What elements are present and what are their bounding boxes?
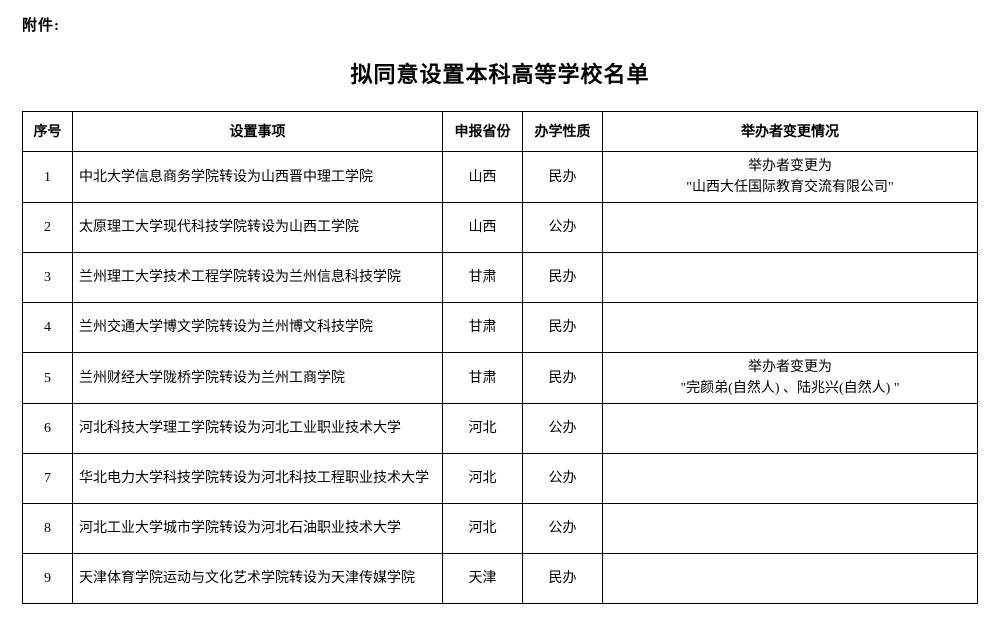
cell-province: 甘肃 (443, 303, 523, 353)
cell-seq: 2 (23, 203, 73, 253)
cell-item: 华北电力大学科技学院转设为河北科技工程职业技术大学 (73, 454, 443, 504)
header-seq: 序号 (23, 112, 73, 152)
attachment-label: 附件: (22, 14, 978, 35)
cell-province: 甘肃 (443, 353, 523, 404)
table-row: 7华北电力大学科技学院转设为河北科技工程职业技术大学河北公办 (23, 454, 978, 504)
cell-item: 太原理工大学现代科技学院转设为山西工学院 (73, 203, 443, 253)
table-row: 2太原理工大学现代科技学院转设为山西工学院山西公办 (23, 203, 978, 253)
cell-change (603, 504, 978, 554)
cell-change (603, 253, 978, 303)
cell-nature: 民办 (523, 353, 603, 404)
cell-item: 兰州财经大学陇桥学院转设为兰州工商学院 (73, 353, 443, 404)
header-province: 申报省份 (443, 112, 523, 152)
header-item: 设置事项 (73, 112, 443, 152)
cell-province: 河北 (443, 454, 523, 504)
cell-seq: 9 (23, 554, 73, 604)
cell-seq: 4 (23, 303, 73, 353)
cell-change: 举办者变更为"山西大任国际教育交流有限公司" (603, 152, 978, 203)
document-page: 附件: 拟同意设置本科高等学校名单 序号 设置事项 申报省份 办学性质 举办者变… (0, 0, 1000, 624)
table-row: 8河北工业大学城市学院转设为河北石油职业技术大学河北公办 (23, 504, 978, 554)
cell-item: 河北科技大学理工学院转设为河北工业职业技术大学 (73, 404, 443, 454)
header-change: 举办者变更情况 (603, 112, 978, 152)
schools-table: 序号 设置事项 申报省份 办学性质 举办者变更情况 1中北大学信息商务学院转设为… (22, 111, 978, 604)
cell-nature: 公办 (523, 404, 603, 454)
cell-nature: 公办 (523, 203, 603, 253)
cell-item: 天津体育学院运动与文化艺术学院转设为天津传媒学院 (73, 554, 443, 604)
cell-nature: 民办 (523, 303, 603, 353)
table-row: 4兰州交通大学博文学院转设为兰州博文科技学院甘肃民办 (23, 303, 978, 353)
cell-province: 河北 (443, 504, 523, 554)
table-header-row: 序号 设置事项 申报省份 办学性质 举办者变更情况 (23, 112, 978, 152)
header-nature: 办学性质 (523, 112, 603, 152)
cell-change (603, 303, 978, 353)
cell-province: 河北 (443, 404, 523, 454)
cell-seq: 7 (23, 454, 73, 504)
cell-nature: 民办 (523, 554, 603, 604)
table-row: 3兰州理工大学技术工程学院转设为兰州信息科技学院甘肃民办 (23, 253, 978, 303)
table-body: 1中北大学信息商务学院转设为山西晋中理工学院山西民办举办者变更为"山西大任国际教… (23, 152, 978, 604)
cell-province: 山西 (443, 203, 523, 253)
cell-seq: 1 (23, 152, 73, 203)
cell-province: 山西 (443, 152, 523, 203)
cell-change (603, 404, 978, 454)
document-title: 拟同意设置本科高等学校名单 (22, 57, 978, 89)
table-row: 6河北科技大学理工学院转设为河北工业职业技术大学河北公办 (23, 404, 978, 454)
cell-seq: 6 (23, 404, 73, 454)
cell-change (603, 454, 978, 504)
cell-nature: 公办 (523, 454, 603, 504)
cell-province: 甘肃 (443, 253, 523, 303)
cell-change: 举办者变更为"完颜弟(自然人) 、陆兆兴(自然人) " (603, 353, 978, 404)
cell-nature: 民办 (523, 253, 603, 303)
table-row: 1中北大学信息商务学院转设为山西晋中理工学院山西民办举办者变更为"山西大任国际教… (23, 152, 978, 203)
cell-nature: 民办 (523, 152, 603, 203)
cell-province: 天津 (443, 554, 523, 604)
cell-item: 兰州交通大学博文学院转设为兰州博文科技学院 (73, 303, 443, 353)
cell-nature: 公办 (523, 504, 603, 554)
cell-item: 中北大学信息商务学院转设为山西晋中理工学院 (73, 152, 443, 203)
cell-item: 河北工业大学城市学院转设为河北石油职业技术大学 (73, 504, 443, 554)
cell-change (603, 554, 978, 604)
cell-seq: 5 (23, 353, 73, 404)
cell-change (603, 203, 978, 253)
table-row: 5兰州财经大学陇桥学院转设为兰州工商学院甘肃民办举办者变更为"完颜弟(自然人) … (23, 353, 978, 404)
cell-seq: 3 (23, 253, 73, 303)
table-row: 9天津体育学院运动与文化艺术学院转设为天津传媒学院天津民办 (23, 554, 978, 604)
cell-item: 兰州理工大学技术工程学院转设为兰州信息科技学院 (73, 253, 443, 303)
cell-seq: 8 (23, 504, 73, 554)
